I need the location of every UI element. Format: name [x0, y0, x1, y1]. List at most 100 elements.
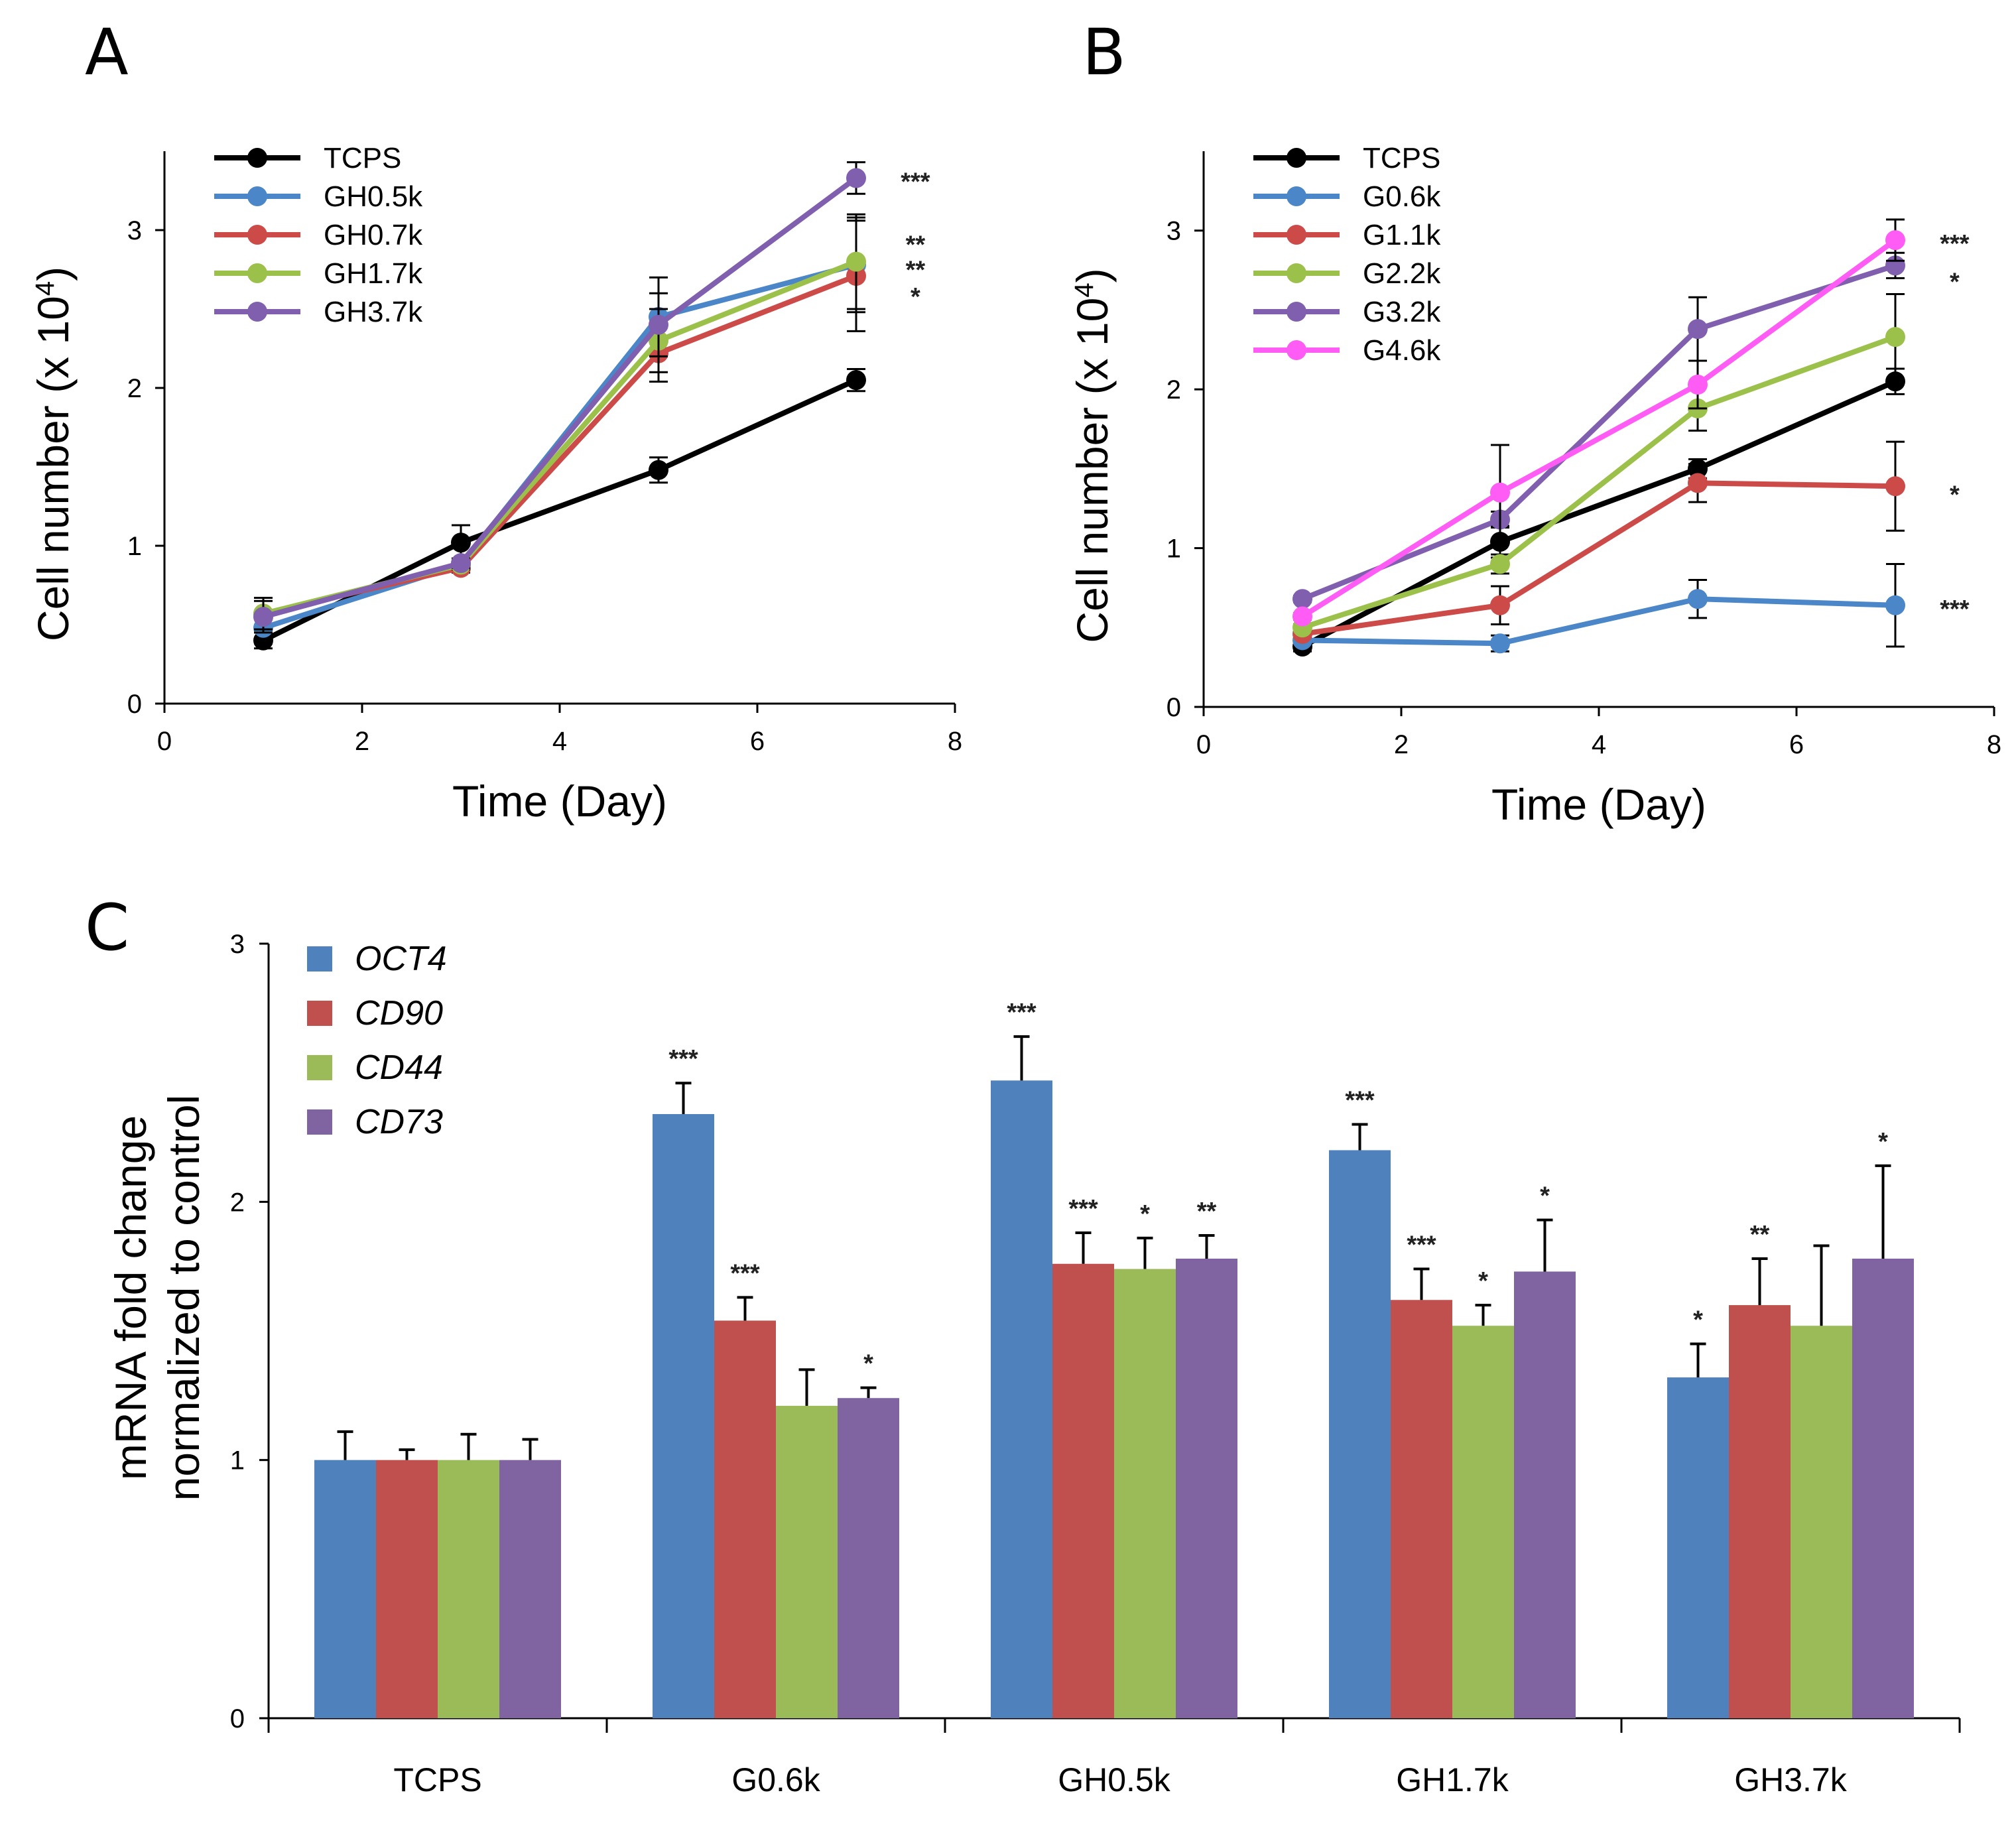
legend-label: OCT4	[355, 940, 447, 978]
data-point	[649, 460, 668, 480]
data-point	[846, 168, 866, 188]
data-point	[846, 251, 866, 272]
legend-marker	[1287, 186, 1306, 206]
data-point	[1688, 473, 1708, 493]
legend-label: CD44	[355, 1048, 443, 1087]
y-tick-label: 1	[127, 532, 142, 561]
legend-item: G0.6k	[1253, 180, 1441, 213]
y-tick-label: 3	[230, 930, 245, 959]
significance-label: *	[1478, 1267, 1488, 1295]
series-G0.6k	[1292, 563, 1905, 654]
legend-marker	[247, 148, 267, 168]
significance-label: ***	[1068, 1195, 1098, 1223]
bar	[1667, 1377, 1729, 1718]
significance-label: *	[863, 1350, 873, 1378]
bar	[776, 1405, 838, 1718]
legend-item: TCPS	[1253, 142, 1440, 174]
significance-label: ***	[1940, 230, 1970, 258]
category-label: GH1.7k	[1396, 1761, 1509, 1798]
significance-label: *	[1540, 1182, 1550, 1210]
bar	[1514, 1271, 1576, 1718]
legend-label: CD90	[355, 994, 443, 1033]
bar	[1729, 1305, 1791, 1718]
legend-item: G4.6k	[1253, 334, 1441, 367]
panel-label-a: A	[85, 15, 129, 90]
legend-label: CD73	[355, 1103, 443, 1141]
data-point	[1490, 531, 1510, 552]
legend-label: G4.6k	[1363, 334, 1441, 367]
legend-label: TCPS	[1363, 142, 1440, 174]
legend-marker	[247, 302, 267, 322]
data-point	[1490, 633, 1510, 654]
series-TCPS	[1292, 367, 1905, 657]
x-tick-label: 2	[1394, 730, 1409, 759]
legend-item: GH3.7k	[214, 296, 423, 328]
significance-label: ***	[901, 168, 930, 196]
bar	[653, 1113, 714, 1718]
series-line	[1302, 596, 1896, 647]
legend-marker	[247, 225, 267, 245]
y-tick-label: 2	[230, 1188, 245, 1217]
significance-label: ***	[1407, 1231, 1436, 1259]
x-axis-title: Time (Day)	[452, 777, 667, 826]
data-point	[1885, 327, 1905, 347]
bar	[991, 1080, 1052, 1718]
significance-label: ***	[668, 1045, 698, 1073]
significance-label: *	[1950, 269, 1960, 296]
bar	[314, 1460, 376, 1718]
data-point	[649, 314, 668, 335]
data-point	[1885, 595, 1905, 615]
legend-item: GH0.5k	[214, 180, 423, 213]
y-tick-label: 3	[1166, 217, 1181, 246]
y-tick-label: 2	[127, 374, 142, 403]
data-point	[451, 553, 471, 574]
bar	[1052, 1263, 1114, 1718]
legend-marker	[247, 263, 267, 283]
data-point	[451, 533, 471, 553]
legend-item: GH0.7k	[214, 219, 423, 251]
y-tick-label: 3	[127, 216, 142, 245]
data-point	[1490, 595, 1510, 615]
y-axis-title: Cell number (x 104)	[29, 267, 78, 641]
data-point	[1885, 371, 1905, 392]
legend-marker	[1287, 263, 1306, 283]
legend-label: GH1.7k	[324, 257, 423, 290]
legend-label: GH0.5k	[324, 180, 423, 213]
legend-swatch	[307, 1055, 332, 1080]
bar	[1452, 1326, 1514, 1718]
significance-label: ***	[1940, 596, 1970, 623]
legend-item: G1.1k	[1253, 219, 1441, 251]
bar	[1391, 1300, 1452, 1718]
significance-label: **	[1750, 1221, 1770, 1249]
data-point	[253, 607, 273, 627]
legend-swatch	[307, 946, 332, 972]
x-tick-label: 8	[1987, 730, 2001, 759]
legend-label: G1.1k	[1363, 219, 1441, 251]
y-tick-label: 0	[230, 1704, 245, 1733]
y-tick-label: 0	[1166, 693, 1181, 722]
x-tick-label: 8	[948, 727, 962, 756]
bar	[376, 1460, 438, 1718]
category-label: GH0.5k	[1058, 1761, 1171, 1798]
bar	[499, 1460, 561, 1718]
category-label: GH3.7k	[1734, 1761, 1848, 1798]
x-tick-label: 0	[1196, 730, 1211, 759]
bar	[1852, 1258, 1914, 1718]
legend-marker	[1287, 225, 1306, 245]
legend-item: OCT4	[307, 940, 447, 978]
data-point	[1490, 554, 1510, 574]
legend-item: CD90	[307, 994, 443, 1033]
legend-item: CD73	[307, 1103, 443, 1141]
series-G4.6k	[1292, 218, 1905, 627]
series-TCPS	[253, 367, 866, 651]
y-axis-title-line2: normalized to control	[159, 1095, 208, 1501]
y-axis-title: Cell number (x 104)	[1068, 268, 1117, 643]
y-tick-label: 1	[1166, 534, 1181, 564]
data-point	[1885, 476, 1905, 497]
legend-label: G0.6k	[1363, 180, 1441, 213]
significance-label: *	[1693, 1306, 1703, 1334]
data-point	[846, 370, 866, 391]
legend-item: GH1.7k	[214, 257, 423, 290]
